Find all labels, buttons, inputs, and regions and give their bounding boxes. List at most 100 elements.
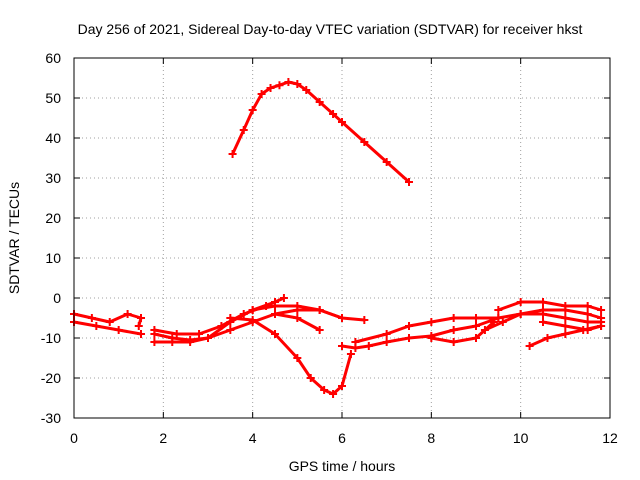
data-point (583, 302, 592, 310)
data-point (338, 342, 346, 350)
data-point (293, 354, 302, 362)
x-tick-label: 12 (602, 430, 618, 446)
data-point (320, 386, 329, 394)
data-point (498, 318, 507, 326)
y-tick-label: 60 (45, 50, 61, 66)
data-point (329, 390, 338, 398)
data-point (239, 126, 248, 134)
data-point (449, 338, 458, 346)
data-point (583, 310, 592, 318)
data-point (302, 86, 311, 94)
y-tick-label: 30 (45, 170, 61, 186)
x-tick-label: 10 (513, 430, 529, 446)
x-tick-label: 4 (249, 430, 257, 446)
data-point (561, 322, 570, 330)
data-point (472, 334, 480, 342)
data-point (293, 302, 302, 310)
series-line-late-d (541, 320, 603, 332)
data-point (204, 334, 212, 342)
x-tick-label: 2 (159, 430, 167, 446)
data-point (360, 138, 369, 146)
data-point (597, 322, 606, 330)
data-point (329, 110, 338, 118)
x-axis-label: GPS time / hours (289, 458, 396, 474)
grid-lines (74, 58, 610, 418)
data-point (480, 326, 489, 334)
data-point (561, 302, 570, 310)
data-point (583, 326, 592, 334)
y-tick-label: 50 (45, 90, 61, 106)
data-point (472, 322, 480, 330)
data-point (427, 318, 436, 326)
series-line-mid (251, 304, 366, 322)
y-tick-label: -30 (41, 410, 61, 426)
y-tick-label: 40 (45, 130, 61, 146)
y-tick-label: 0 (53, 290, 61, 306)
data-point (382, 338, 391, 346)
data-point (351, 338, 360, 346)
data-point (271, 302, 279, 310)
data-point (525, 342, 534, 350)
data-point (360, 316, 369, 324)
data-point (338, 118, 346, 126)
data-point (539, 310, 547, 318)
data-point (92, 322, 101, 330)
data-point (284, 78, 293, 86)
data-point (516, 298, 525, 306)
series-line-high-arc (231, 80, 411, 184)
data-point (561, 330, 570, 338)
data-point (271, 330, 279, 338)
data-point (266, 84, 275, 92)
data-point (346, 350, 355, 358)
data-point (228, 150, 237, 158)
data-point (123, 310, 132, 318)
data-point (105, 318, 114, 326)
data-point (338, 314, 346, 322)
data-point (405, 322, 413, 330)
data-point (217, 322, 226, 330)
data-point (516, 310, 525, 318)
data-point (405, 334, 413, 342)
data-point (195, 330, 204, 338)
data-point (114, 326, 123, 334)
data-point (315, 98, 324, 106)
data-point (449, 314, 458, 322)
data-point (539, 318, 547, 326)
data-point (87, 314, 96, 322)
data-point (226, 326, 235, 334)
y-tick-label: -10 (41, 330, 61, 346)
data-point (172, 330, 181, 338)
x-tick-label: 8 (427, 430, 435, 446)
data-point (186, 338, 195, 346)
data-point (583, 318, 592, 326)
data-point (597, 306, 606, 314)
data-point (315, 326, 324, 334)
data-point (382, 330, 391, 338)
plot-frame (73, 57, 611, 419)
y-tick-label: 10 (45, 250, 61, 266)
data-point (150, 338, 159, 346)
data-point (561, 314, 570, 322)
chart-title: Day 256 of 2021, Sidereal Day-to-day VTE… (78, 21, 583, 37)
y-axis-label: SDTVAR / TECUs (6, 182, 22, 294)
x-ticks: 0 2 4 6 8 10 12 (70, 58, 618, 446)
data-point (293, 314, 302, 322)
y-tick-label: 20 (45, 210, 61, 226)
data-point (257, 90, 266, 98)
series-group (70, 78, 606, 398)
y-tick-label: -20 (41, 370, 61, 386)
data-point (150, 326, 159, 334)
data-point (275, 81, 284, 90)
data-point (137, 314, 145, 322)
x-tick-label: 6 (338, 430, 346, 446)
series-line-early-b (72, 320, 143, 336)
data-point (293, 80, 302, 88)
data-point (449, 326, 458, 334)
data-point (338, 382, 346, 390)
data-point (494, 314, 503, 322)
series-line-morning-c (152, 308, 344, 344)
data-point (248, 318, 257, 326)
data-point (494, 306, 503, 314)
data-point (239, 310, 248, 318)
